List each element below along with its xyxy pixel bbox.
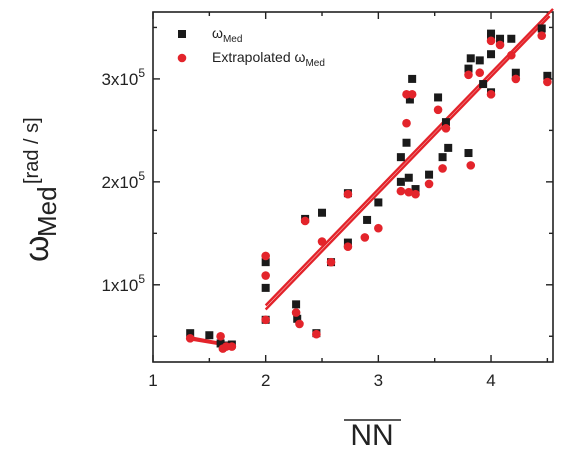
y-axis-symbol: ω [18,235,56,262]
data-point-square [487,50,496,59]
data-point-circle [261,315,270,325]
data-points [185,24,552,353]
data-point-square [496,34,505,43]
data-point-square [205,331,214,340]
data-point-circle [411,189,420,199]
data-point-circle [424,179,434,189]
data-point-square [434,93,443,102]
data-point-circle [317,237,327,246]
data-point-circle [300,216,310,226]
data-point-circle [261,251,270,261]
x-tick-label: 2 [261,371,270,390]
trend-line [264,15,551,311]
data-point-circle [402,118,411,128]
data-point-circle [374,223,383,233]
data-point-circle [343,242,353,252]
data-point-circle [433,105,443,115]
data-point-circle [495,40,505,50]
data-point-circle [216,331,225,341]
data-point-square [479,80,488,89]
data-point-circle [404,187,414,197]
y-axis-subscript: Med [32,186,62,237]
data-point-square [405,95,414,104]
data-point-circle [227,342,237,351]
legend-label: ωMed [212,25,242,45]
x-tick-label: 1 [148,371,157,390]
data-point-square [408,74,417,83]
tick-labels: 1 2 3 4 1x105 2x105 3x105 [101,66,495,390]
data-point-circle [475,68,485,78]
data-point-square [261,258,270,267]
data-point-circle [486,36,496,46]
data-point-square [396,153,405,162]
data-point-square [511,68,520,77]
legend-label: Extrapolated ωMed [212,49,325,69]
data-point-square [464,149,473,158]
data-point-square [293,314,302,323]
data-point-circle [295,319,304,329]
y-tick-label: 2x105 [101,169,145,192]
data-point-circle [343,189,353,199]
data-point-circle [466,161,476,170]
y-tick-label: 1x105 [101,272,145,295]
data-point-square [396,177,405,186]
data-point-square [186,329,195,338]
data-point-circle [511,74,521,84]
data-point-square [318,208,327,217]
data-point-square [438,153,447,162]
y-axis-label: ω Med [rad / s] [18,117,62,262]
data-point-square [537,24,546,33]
data-point-square [363,215,372,224]
legend: ωMed Extrapolated ωMed [177,25,325,69]
data-point-circle [291,308,301,317]
data-point-circle [326,257,336,267]
data-point-circle [464,70,473,80]
data-point-circle [537,31,547,40]
data-point-circle [407,90,417,99]
y-axis-unit: [rad / s] [21,117,43,184]
x-axis-label: NN [350,419,393,449]
data-point-circle [486,90,496,99]
y-tick-label: 3x105 [101,66,145,89]
data-point-square [441,118,450,127]
data-point-circle [438,164,447,173]
data-point-circle [261,271,270,280]
data-point-square [507,34,516,43]
data-point-square [292,300,301,309]
data-point-square [464,64,473,73]
data-point-square [261,283,270,292]
fit-lines [189,8,554,348]
data-point-square [543,71,552,80]
data-point-circle [543,77,552,87]
plot-frame [152,11,554,363]
data-point-circle [360,233,370,242]
data-point-square [411,185,420,194]
x-tick-label: 4 [486,371,495,390]
data-point-circle [441,124,451,133]
data-point-square [402,138,411,147]
data-point-square [444,143,453,152]
trend-line [264,8,554,307]
data-point-square [466,54,475,63]
data-point-circle [396,186,406,196]
data-point-circle [507,50,516,60]
data-point-circle [185,334,195,343]
data-point-square [216,339,225,348]
legend-marker-circle [177,53,187,63]
data-point-square [404,173,413,182]
data-point-circle [312,329,321,339]
data-point-square [475,56,484,65]
legend-marker-square [178,30,186,38]
data-point-square [374,198,383,207]
data-point-square [425,170,434,179]
x-tick-label: 3 [374,371,383,390]
